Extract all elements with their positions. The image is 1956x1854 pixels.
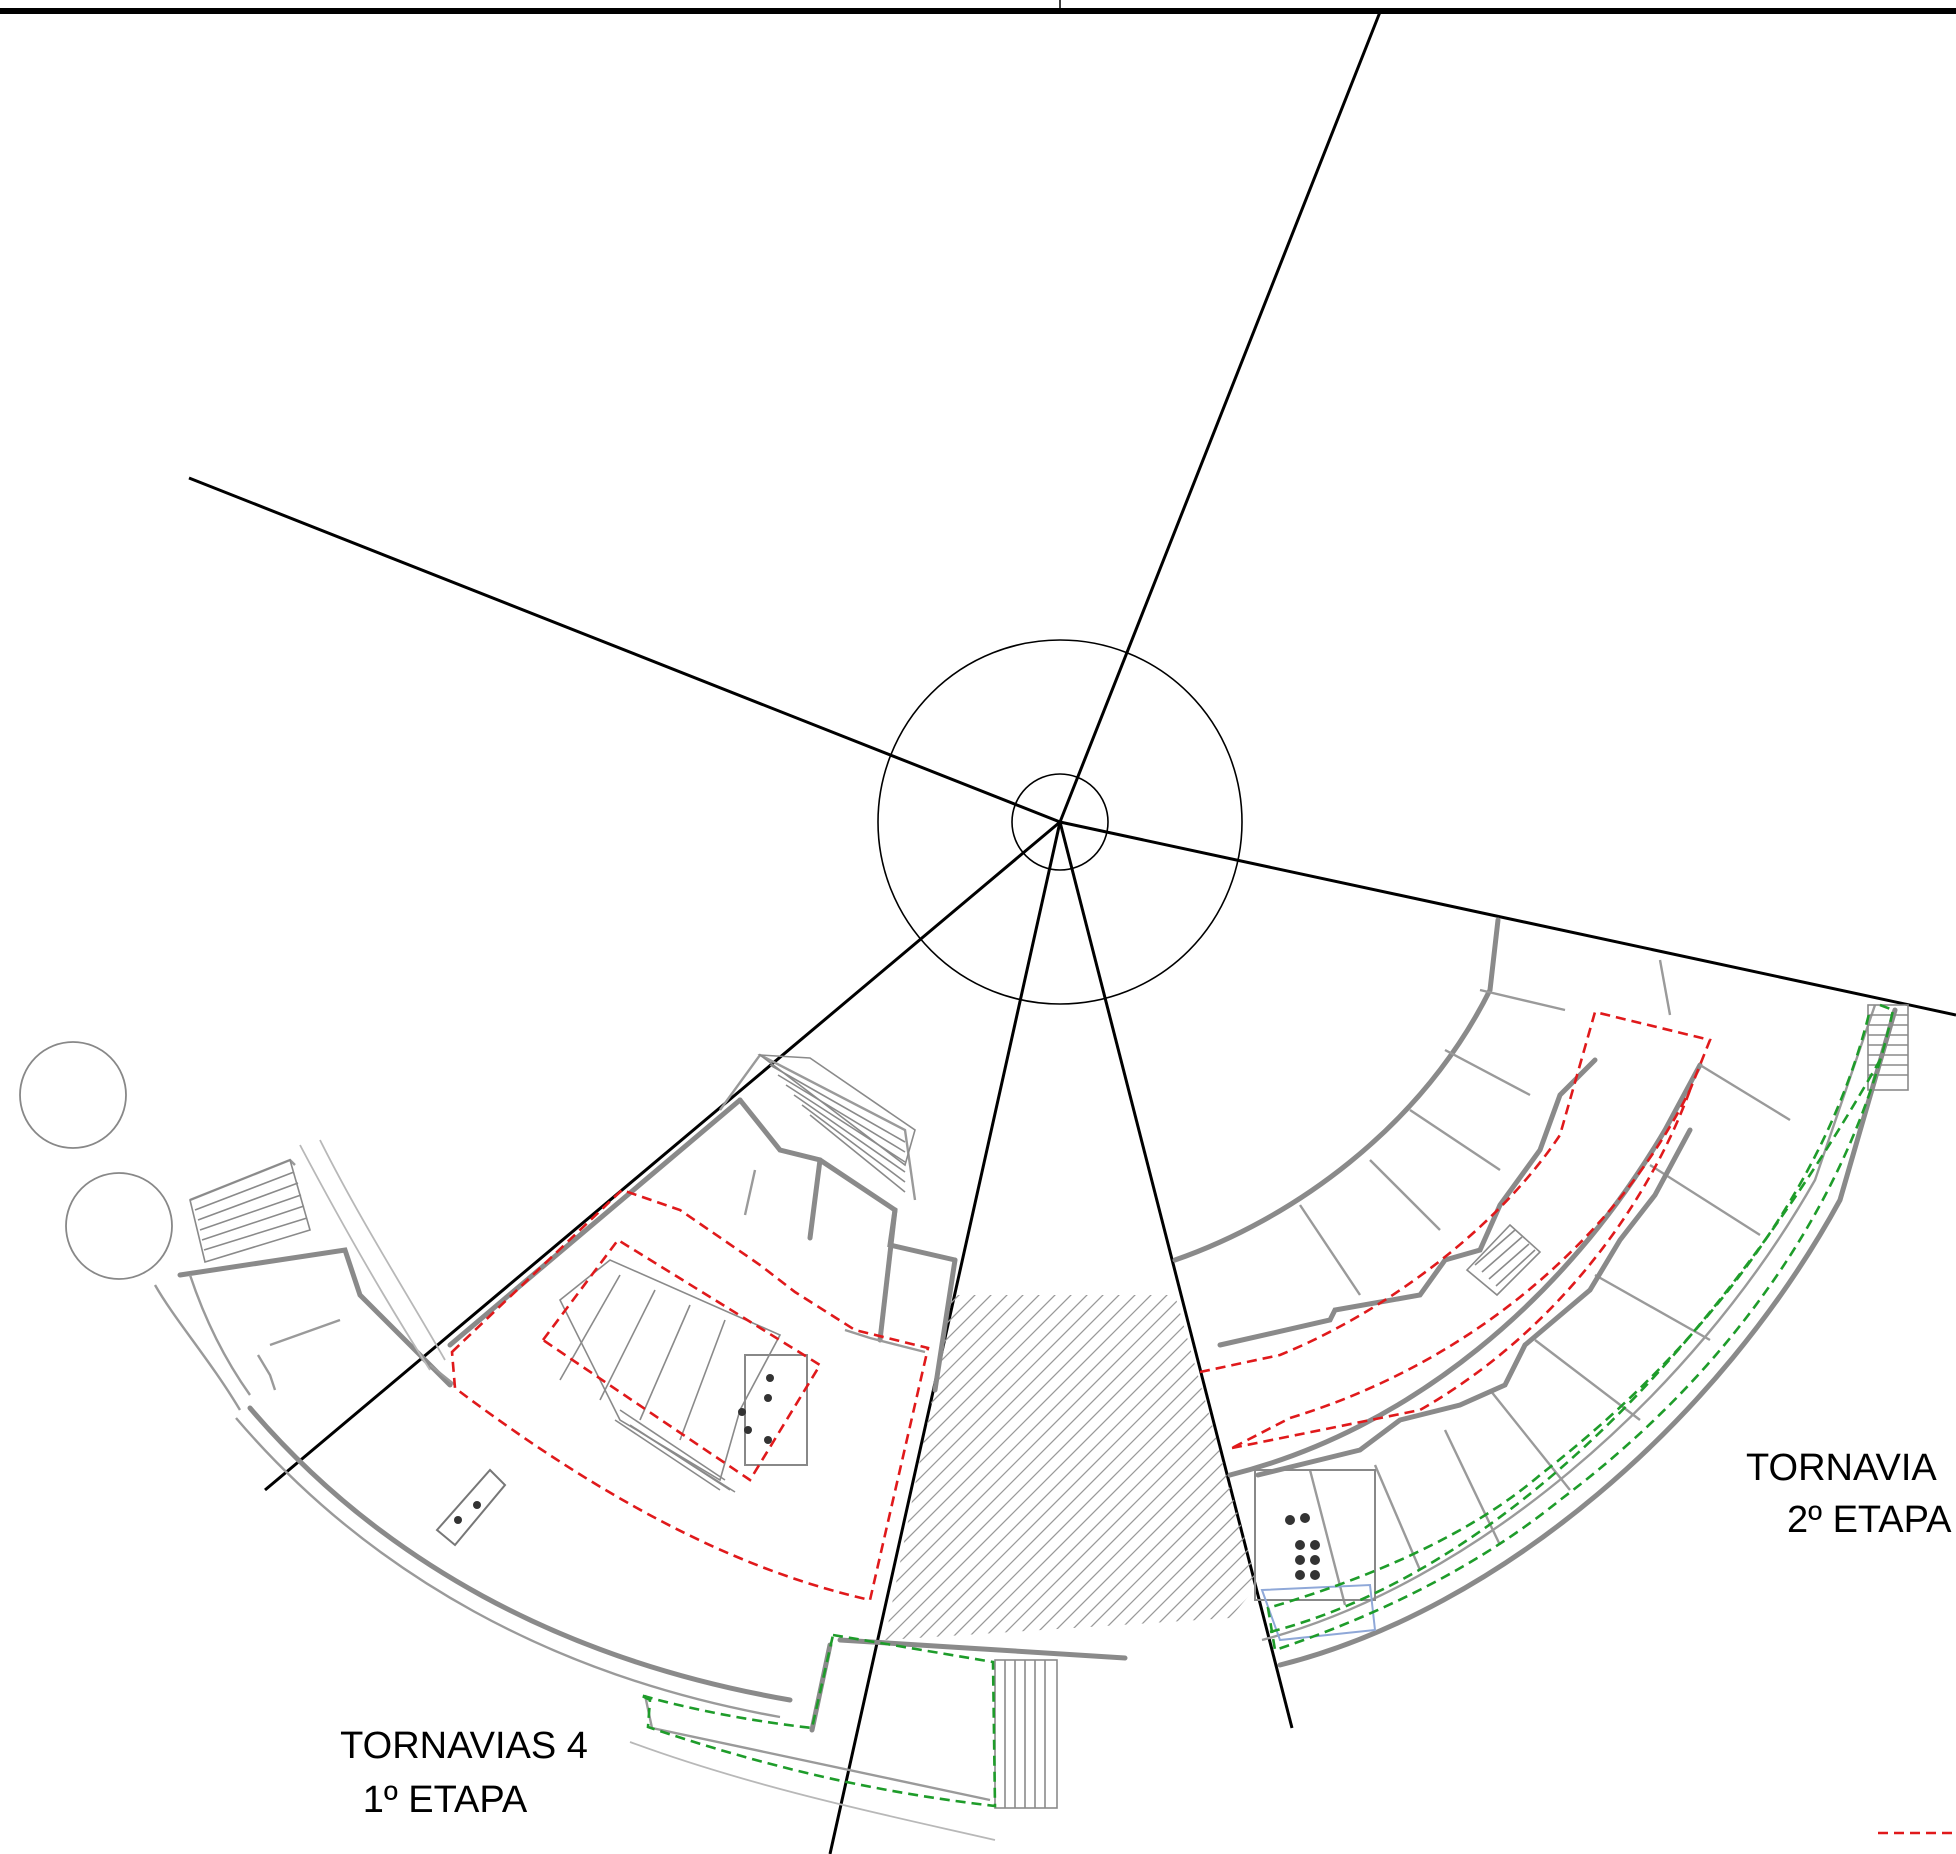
- hatch-line: [885, 1295, 1181, 1640]
- tree-2: [65, 1172, 173, 1280]
- boundary-red-right-2: [1231, 1089, 1692, 1450]
- hatch-line: [885, 1295, 1117, 1640]
- axis-northwest: [188, 476, 1061, 824]
- hatch-line: [220, 1250, 620, 1650]
- hatch-line: [0, 1250, 380, 1650]
- hatched-courtyard: [0, 1250, 1756, 1650]
- boundary-green-left: [639, 1633, 997, 1808]
- hatch-line: [380, 1250, 780, 1650]
- hatch-line: [476, 1250, 876, 1650]
- frame-top: [0, 0, 1956, 14]
- boundary-green-right: [1266, 1003, 1895, 1652]
- boundary-red-left-outer: [450, 1188, 930, 1602]
- hatch-line: [188, 1250, 588, 1650]
- hatch-line: [907, 1295, 1258, 1640]
- hatch-line: [885, 1295, 973, 1640]
- hatch-line: [92, 1250, 492, 1650]
- hatch-line: [1179, 1295, 1258, 1640]
- hatch-line: [28, 1250, 428, 1650]
- hatch-line: [396, 1250, 796, 1650]
- hatch-line: [885, 1295, 1149, 1640]
- restroom-right: [1254, 1469, 1377, 1642]
- hatch-line: [12, 1250, 412, 1650]
- hatch-line: [885, 1295, 1085, 1640]
- hatch-line: [885, 1295, 1037, 1640]
- hatch-line: [1067, 1295, 1258, 1640]
- hatch-line: [939, 1295, 1258, 1640]
- label-tornavias4-name: TORNAVIAS 4: [340, 1725, 588, 1767]
- hatch-line: [284, 1250, 684, 1650]
- hatch-line: [885, 1295, 1021, 1640]
- hatch-line: [955, 1295, 1258, 1640]
- hatch-line: [1356, 1250, 1756, 1650]
- left-building: [153, 1053, 1128, 1841]
- hatch-line: [124, 1250, 524, 1650]
- boundary-red-right: [1199, 1010, 1712, 1450]
- hatch-line: [1003, 1295, 1258, 1640]
- hatch-line: [1340, 1250, 1740, 1650]
- hatch-line: [885, 1295, 1053, 1640]
- hatch-line: [1099, 1295, 1258, 1640]
- hatch-line: [60, 1250, 460, 1650]
- tree-1: [19, 1041, 127, 1149]
- hatch-line: [1147, 1295, 1258, 1640]
- hatch-line: [885, 1295, 909, 1640]
- label-tornavias-right-stage: 2º ETAPA: [1787, 1499, 1952, 1541]
- hatch-line: [971, 1295, 1258, 1640]
- hatch-line: [300, 1250, 700, 1650]
- boundary-red-left-inner: [541, 1238, 822, 1482]
- hatch-line: [885, 1295, 1213, 1640]
- hatch-line: [108, 1250, 508, 1650]
- hatch-line: [885, 1295, 1165, 1640]
- hatch-line: [885, 1295, 957, 1640]
- axis-east: [1059, 820, 1956, 1017]
- hatch-line: [885, 1295, 1069, 1640]
- label-tornavias-right-name: TORNAVIA: [1746, 1447, 1937, 1489]
- hatch-line: [1115, 1295, 1258, 1640]
- right-building: [1172, 917, 1909, 1668]
- hatch-line: [885, 1295, 989, 1640]
- hatch-line: [987, 1295, 1258, 1640]
- hatch-line: [885, 1295, 1101, 1640]
- hatch-line: [156, 1250, 556, 1650]
- hatch-line: [885, 1295, 1197, 1640]
- boundary-green-right-inner: [1269, 1059, 1882, 1634]
- label-tornavias4-stage: 1º ETAPA: [363, 1779, 528, 1821]
- hatch-line: [1163, 1295, 1258, 1640]
- axis-north: [1058, 11, 1382, 823]
- hatch-line: [885, 1295, 1005, 1640]
- restroom-lower-left: [435, 1468, 507, 1547]
- hatch-line: [885, 1295, 1133, 1640]
- hatch-line: [885, 1295, 1258, 1640]
- hatch-line: [885, 1295, 1245, 1640]
- axis-southwest: [264, 820, 1061, 1492]
- inner-circle: [1011, 773, 1109, 871]
- hatch-line: [444, 1250, 844, 1650]
- hatch-line: [1131, 1295, 1258, 1640]
- hatch-line: [0, 1250, 396, 1650]
- hatch-line: [1083, 1295, 1258, 1640]
- restroom-left: [738, 1354, 808, 1466]
- center-circles: [877, 639, 1243, 1005]
- trees: [19, 1041, 173, 1280]
- outer-circle: [877, 639, 1243, 1005]
- hatch-line: [44, 1250, 444, 1650]
